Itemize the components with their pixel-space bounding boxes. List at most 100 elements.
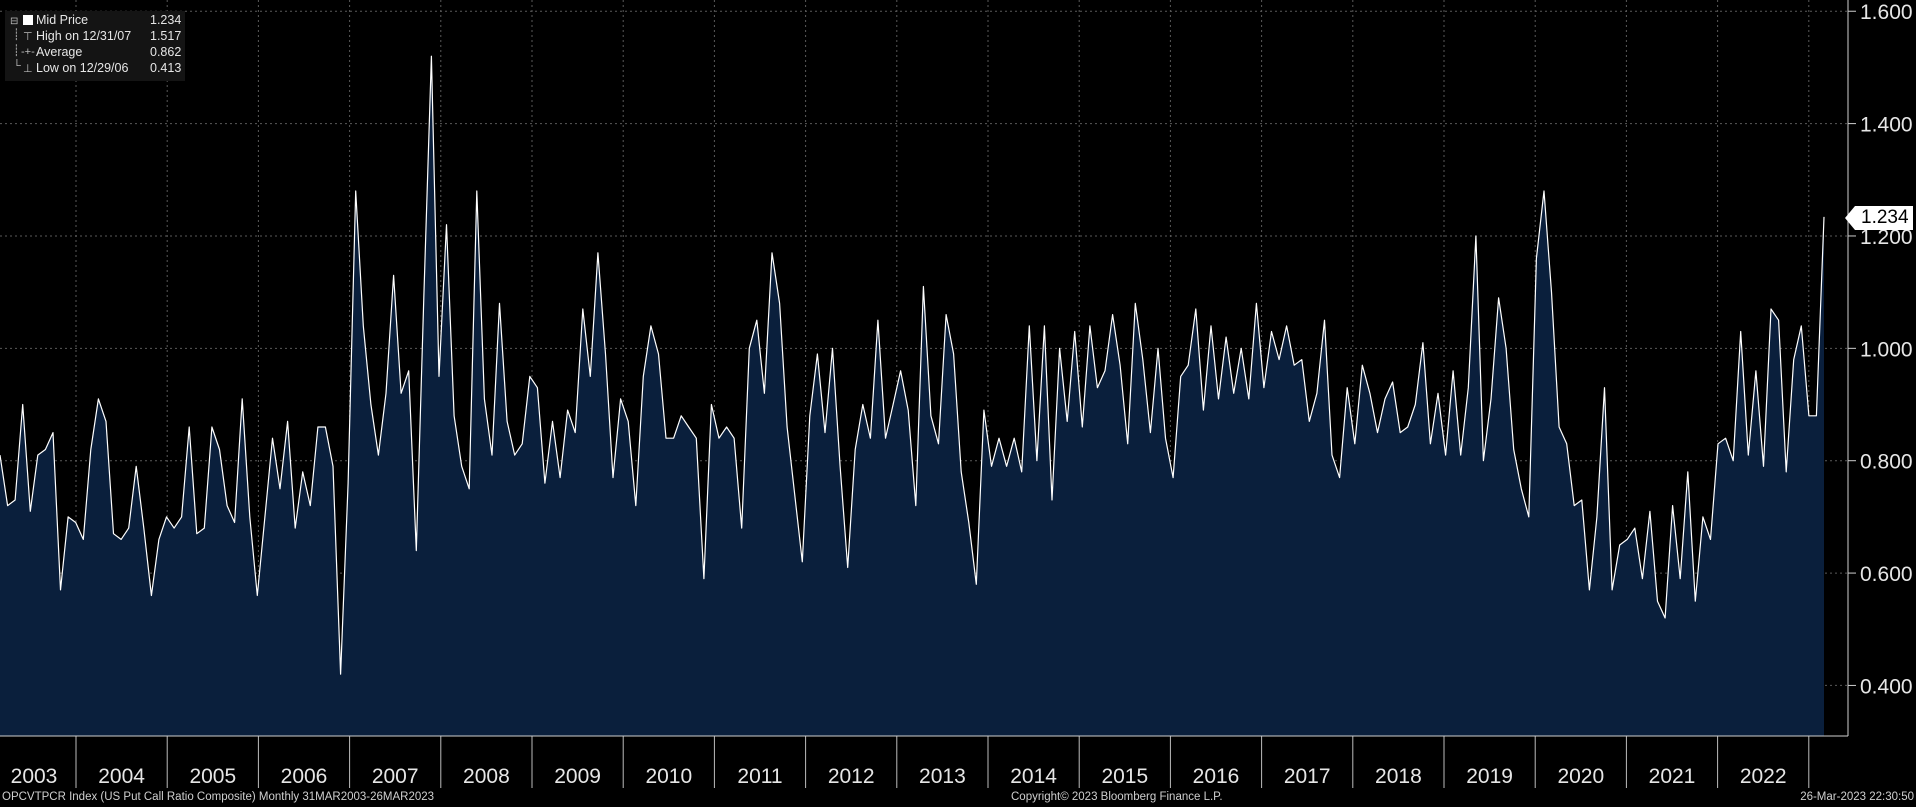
low-marker-icon: └ ⊥ [13, 60, 33, 75]
axes [0, 0, 1856, 788]
x-tick-label: 2017 [1284, 765, 1331, 788]
data-point [786, 426, 788, 428]
y-tick-label: 1.600 [1860, 1, 1913, 24]
data-point [1248, 398, 1250, 400]
data-point [824, 432, 826, 434]
data-point [1195, 308, 1197, 310]
data-point [1097, 387, 1099, 389]
data-point [211, 426, 213, 428]
footer-copyright: Copyright© 2023 Bloomberg Finance L.P. [1011, 791, 1223, 803]
data-point [484, 398, 486, 400]
data-point [1657, 600, 1659, 602]
data-point [1649, 511, 1651, 513]
data-point [794, 494, 796, 496]
data-point [945, 314, 947, 316]
data-point [1180, 376, 1182, 378]
data-point [1521, 488, 1523, 490]
legend-value: 1.234 [150, 13, 182, 27]
data-point [749, 348, 751, 350]
data-point [22, 404, 24, 406]
data-point [854, 449, 856, 451]
data-point [847, 567, 849, 569]
data-point [294, 527, 296, 529]
data-point [1778, 319, 1780, 321]
data-point [1278, 359, 1280, 361]
data-point [1483, 460, 1485, 462]
data-point [1119, 364, 1121, 366]
data-point [98, 398, 100, 400]
x-tick-label: 2003 [11, 765, 58, 788]
data-point [1051, 499, 1053, 501]
data-point [400, 393, 402, 395]
data-point [960, 471, 962, 473]
data-point [1309, 421, 1311, 423]
data-point [514, 454, 516, 456]
data-point [1551, 291, 1553, 293]
data-point [1558, 426, 1560, 428]
data-point [363, 325, 365, 327]
legend-row-mid-price: ⊟ Mid Price 1.234 [5, 13, 185, 29]
data-point [113, 533, 115, 535]
data-point [204, 527, 206, 529]
data-point [1135, 303, 1137, 305]
data-point [476, 190, 478, 192]
data-point [461, 466, 463, 468]
data-point [1301, 359, 1303, 361]
data-point [665, 437, 667, 439]
data-point [105, 421, 107, 423]
data-point [1732, 460, 1734, 462]
data-point [1354, 443, 1356, 445]
chart: 0.400 0.600 0.800 1.000 1.200 1.400 1.600 2003… [0, 0, 1913, 788]
data-point [1029, 325, 1031, 327]
data-point [1445, 454, 1447, 456]
data-point [1808, 415, 1810, 417]
data-point [1150, 432, 1152, 434]
data-point [219, 449, 221, 451]
legend-value: 0.413 [150, 61, 182, 75]
data-point [938, 443, 940, 445]
data-point [317, 426, 319, 428]
data-point [1604, 387, 1606, 389]
data-point [597, 252, 599, 254]
x-tick-label: 2010 [645, 765, 692, 788]
data-point [1157, 348, 1159, 350]
x-axis-tick-labels: 2003 2004 2005 2006 2007 2008 2009 2010 2011 2012… [11, 765, 1787, 788]
data-point [158, 539, 160, 541]
x-tick-label: 2011 [737, 765, 782, 788]
data-point [1021, 471, 1023, 473]
footer: OPCVTPCR Index (US Put Call Ratio Compos… [0, 789, 1916, 807]
data-point [453, 415, 455, 417]
data-point [423, 297, 425, 299]
high-marker-icon: ┊ ⊤ [13, 29, 33, 43]
data-point [779, 303, 781, 305]
x-tick-label: 2016 [1193, 765, 1240, 788]
data-point [862, 404, 864, 406]
data-point [756, 319, 758, 321]
x-tick-label: 2014 [1010, 765, 1057, 788]
data-point [923, 286, 925, 288]
data-point [75, 522, 77, 524]
data-point [1339, 477, 1341, 479]
data-point [741, 527, 743, 529]
data-point [1384, 398, 1386, 400]
data-point [650, 325, 652, 327]
data-point [1324, 319, 1326, 321]
data-point [249, 516, 251, 518]
data-point [1240, 348, 1242, 350]
data-point [378, 454, 380, 456]
data-point [1823, 216, 1825, 218]
data-point [1066, 421, 1068, 423]
data-point [915, 505, 917, 507]
y-axis-tick-labels: 0.400 0.600 0.800 1.000 1.200 1.400 1.600 [1860, 1, 1913, 698]
data-point [673, 437, 675, 439]
data-point [1430, 443, 1432, 445]
x-tick-label: 2004 [98, 765, 145, 788]
legend-label: High on 12/31/07 [36, 29, 132, 43]
data-point [393, 275, 395, 277]
data-point [620, 398, 622, 400]
data-point [802, 561, 804, 563]
data-point [521, 443, 523, 445]
data-point [173, 527, 175, 529]
data-point [1695, 600, 1697, 602]
data-point [1369, 393, 1371, 395]
